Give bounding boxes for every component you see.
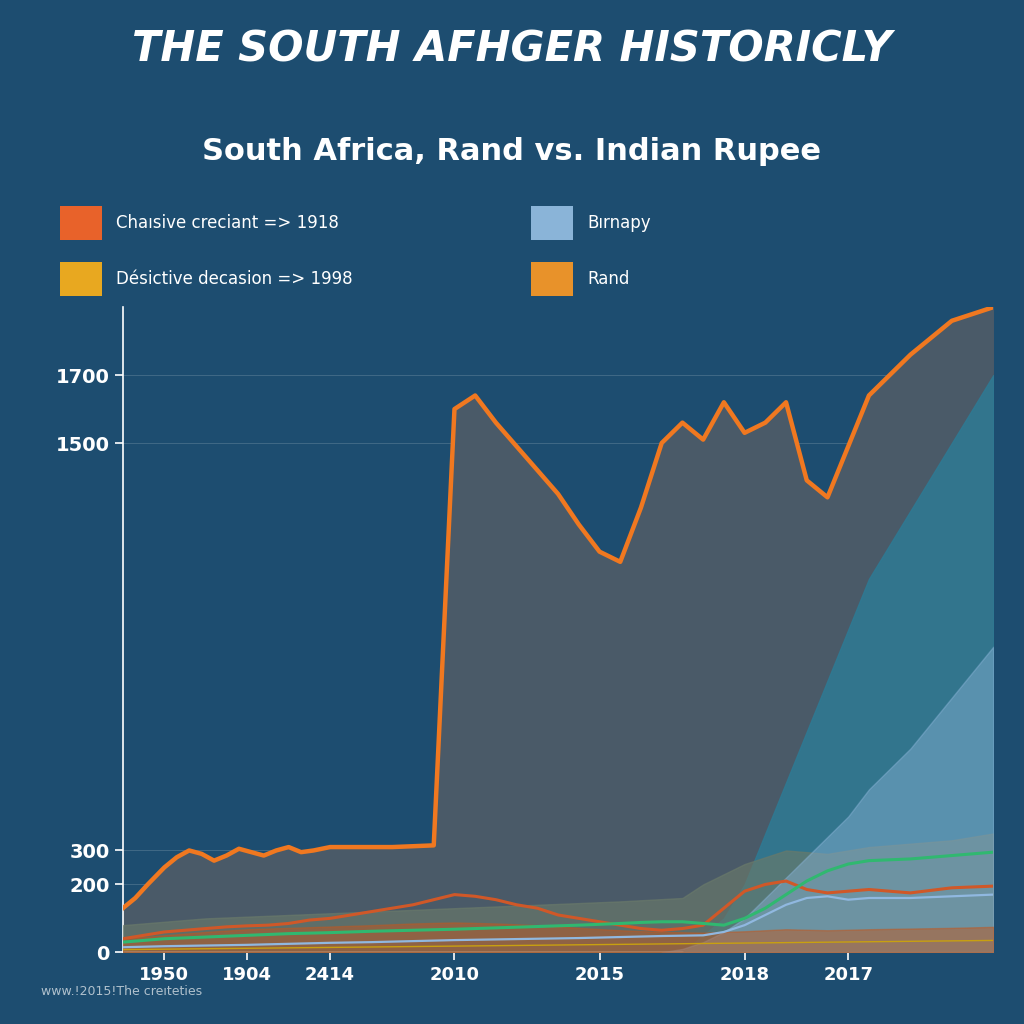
Bar — [59, 262, 102, 296]
Text: www.!2015!The creıteties: www.!2015!The creıteties — [41, 985, 202, 998]
Text: South Africa, Rand vs. Indian Rupee: South Africa, Rand vs. Indian Rupee — [203, 136, 821, 166]
Bar — [59, 206, 102, 240]
Text: Rand: Rand — [588, 270, 630, 288]
Text: Chaısive creciant => 1918: Chaısive creciant => 1918 — [117, 214, 339, 231]
Bar — [530, 206, 573, 240]
Text: Désictive decasion => 1998: Désictive decasion => 1998 — [117, 270, 353, 288]
Text: THE SOUTH AFHGER HISTORICLY: THE SOUTH AFHGER HISTORICLY — [132, 28, 892, 71]
Bar — [530, 262, 573, 296]
Text: Bırnapy: Bırnapy — [588, 214, 651, 231]
